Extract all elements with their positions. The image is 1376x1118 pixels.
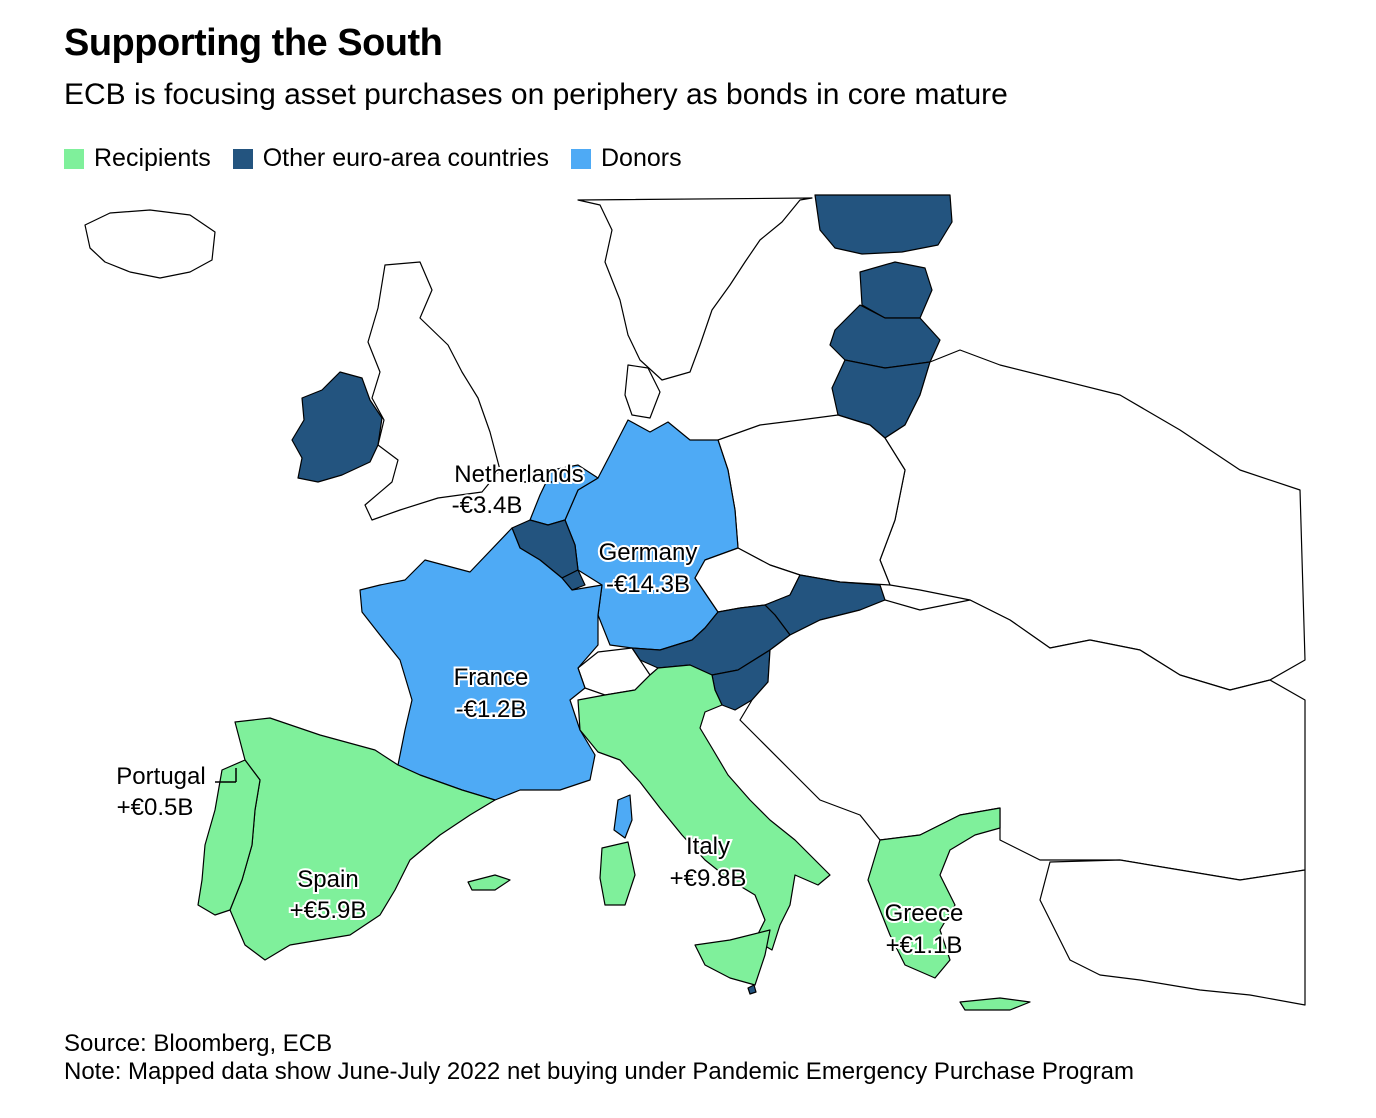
legend-label-donors: Donors (601, 144, 682, 172)
estonia-shape (859, 261, 933, 319)
sardinia-shape (599, 841, 636, 906)
footnote: Note: Mapped data show June-July 2022 ne… (64, 1058, 1134, 1085)
france-shape (359, 527, 603, 801)
netherlands-value: -€3.4B (452, 492, 523, 519)
chart-title: Supporting the South (64, 22, 443, 64)
chart-subtitle: ECB is focusing asset purchases on perip… (64, 78, 1008, 111)
europe-map: Netherlands -€3.4B Germany -€14.3B Franc… (84, 194, 1306, 1011)
latvia-shape (829, 304, 941, 369)
balearic-islands-shape (467, 874, 511, 891)
ireland-shape (291, 371, 383, 483)
legend: Recipients Other euro-area countries Don… (64, 144, 704, 173)
finland-shape (814, 194, 953, 255)
denmark-shape (624, 364, 661, 419)
iceland-shape (84, 209, 216, 279)
malta-shape (747, 984, 757, 995)
legend-item-other: Other euro-area countries (232, 144, 549, 173)
source-note: Source: Bloomberg, ECB (64, 1030, 333, 1057)
sicily-shape (694, 929, 771, 986)
crete-shape (959, 997, 1031, 1011)
legend-label-other: Other euro-area countries (262, 144, 549, 172)
france-label: France (454, 664, 529, 691)
france-value: -€1.2B (456, 696, 527, 723)
spain-value: +€5.9B (290, 897, 367, 924)
corsica-shape (613, 794, 633, 839)
spain-label: Spain (297, 866, 358, 893)
italy-shape (577, 664, 831, 951)
legend-item-donors: Donors (571, 144, 682, 173)
greece-value: +€1.1B (886, 932, 963, 959)
portugal-label: Portugal (116, 763, 205, 790)
turkey-shape (1039, 859, 1306, 1006)
legend-swatch-donors (571, 148, 591, 169)
legend-label-recipients: Recipients (94, 144, 211, 172)
legend-swatch-other (232, 148, 253, 169)
greece-label: Greece (885, 900, 964, 927)
great-britain-shape (364, 261, 501, 521)
italy-value: +€9.8B (670, 865, 747, 892)
legend-swatch-recipients (64, 148, 84, 169)
scandinavia-shape (577, 197, 813, 381)
legend-item-recipients: Recipients (64, 144, 211, 173)
germany-label: Germany (599, 539, 698, 566)
portugal-shape (197, 759, 261, 916)
portugal-value: +€0.5B (117, 794, 194, 821)
greece-shape (867, 807, 1001, 979)
netherlands-label: Netherlands (454, 461, 583, 488)
germany-value: -€14.3B (606, 571, 690, 598)
italy-label: Italy (686, 833, 730, 860)
